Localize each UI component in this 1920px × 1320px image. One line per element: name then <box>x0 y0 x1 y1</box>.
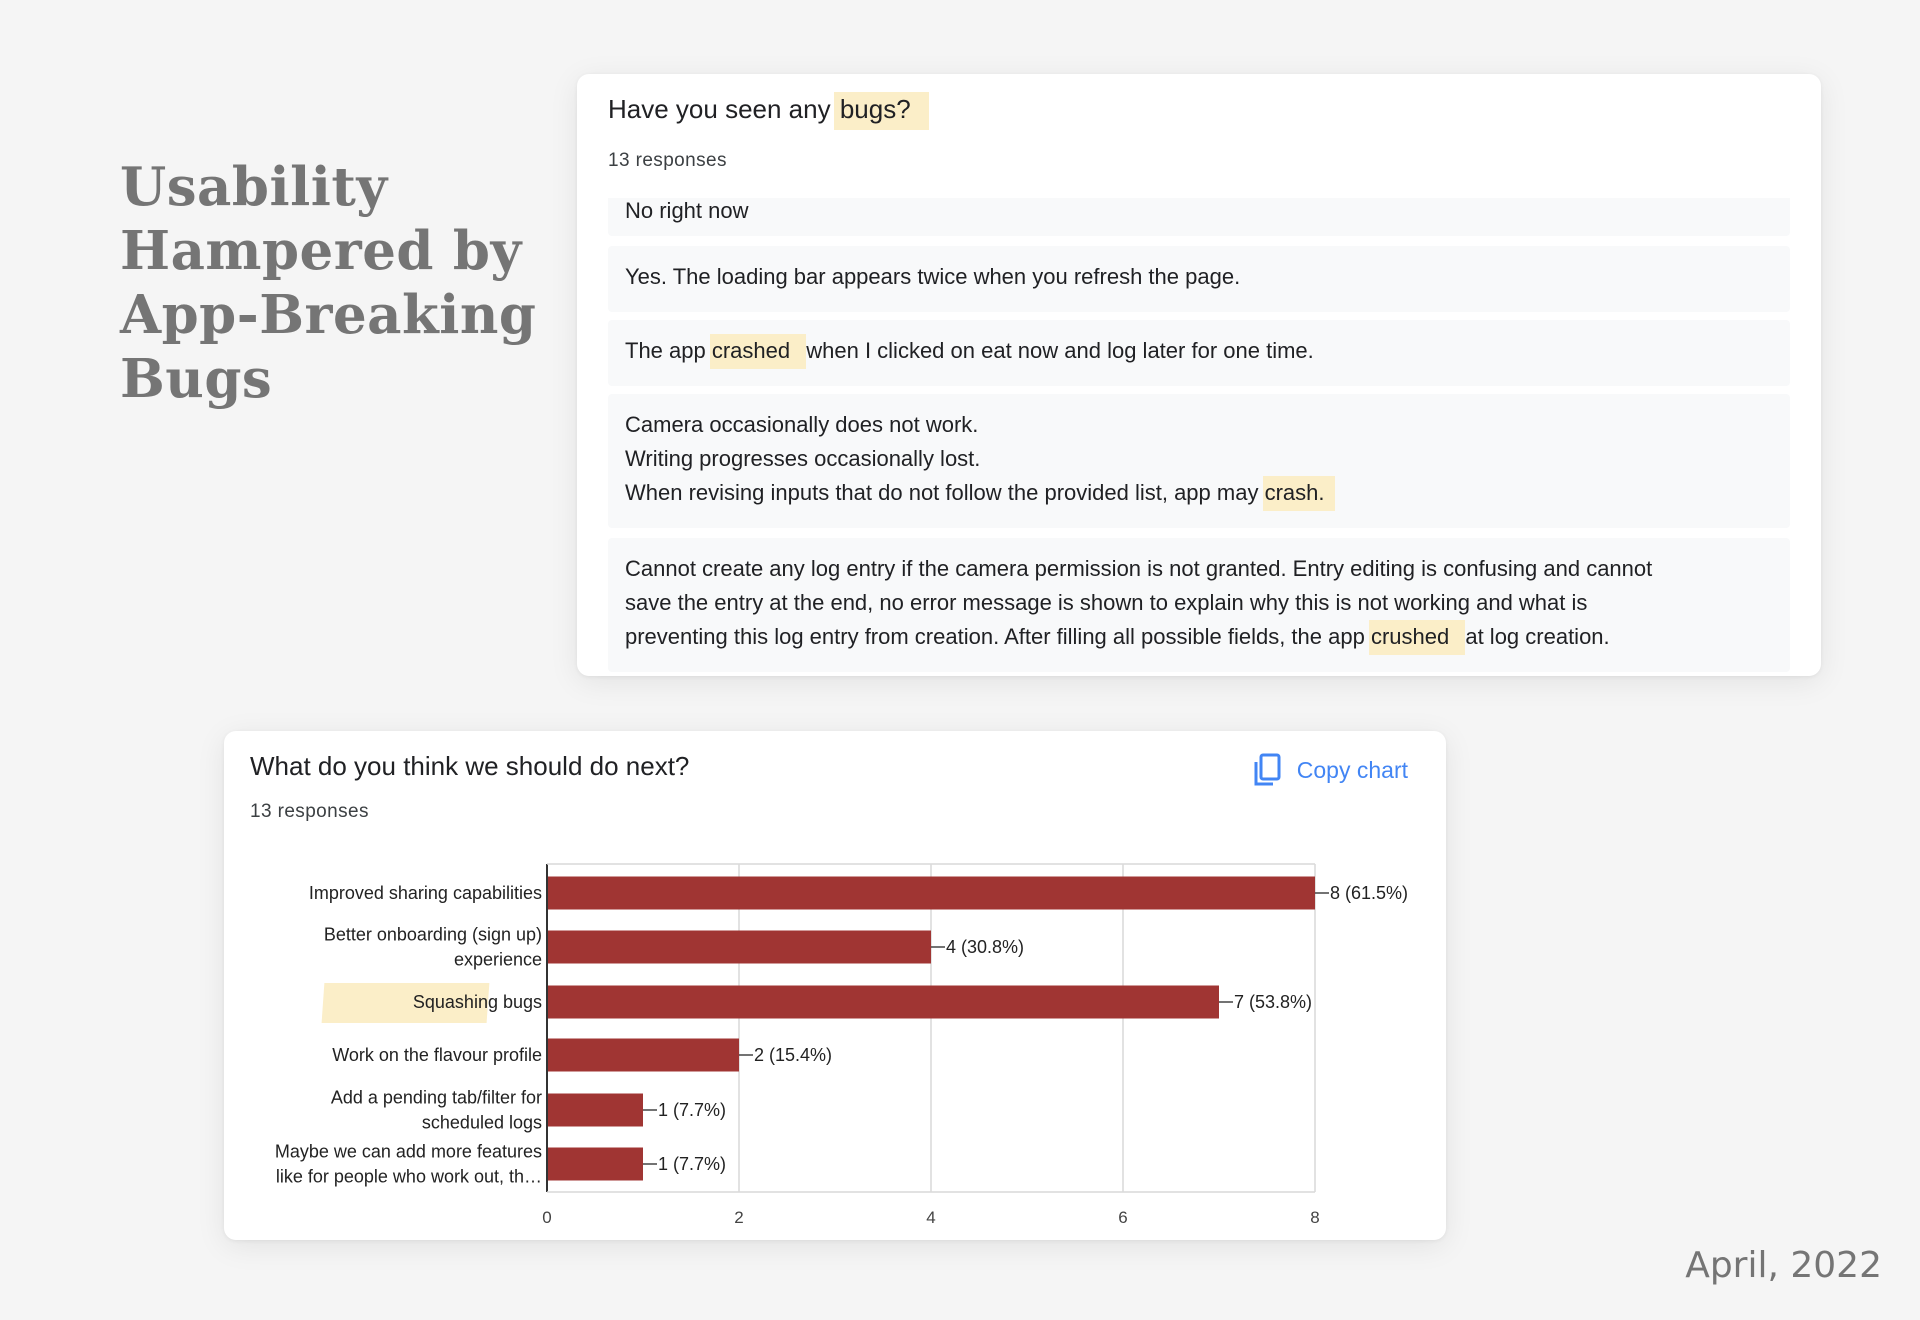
category-label: Squashing bugs <box>413 992 542 1012</box>
response-item: Camera occasionally does not work. Writin… <box>608 394 1790 528</box>
slide-title-line: App-Breaking <box>120 284 537 346</box>
slide-title-line: Usability <box>120 156 388 218</box>
highlight-marker: crushed <box>1368 620 1466 655</box>
slide-title: Usability Hampered by App-Breaking Bugs <box>120 155 540 411</box>
highlight-marker: crashed <box>709 334 807 369</box>
response-text: Yes. The loading bar appears twice when … <box>625 264 1241 289</box>
bar <box>548 1093 643 1127</box>
highlight-marker: crash. <box>1262 476 1335 511</box>
category-label: Better onboarding (sign up) <box>324 925 542 945</box>
highlight-marker: bugs? <box>833 92 929 130</box>
category-label: scheduled logs <box>422 1113 542 1133</box>
response-text: preventing this log entry from creation.… <box>625 620 1773 655</box>
copy-chart-button[interactable]: Copy chart <box>1253 745 1408 795</box>
response-text: Camera occasionally does not work. <box>625 412 979 437</box>
next-response-count: 13 responses <box>250 801 369 822</box>
data-label: 7 (53.8%) <box>1234 992 1312 1012</box>
x-tick-label: 0 <box>542 1208 551 1227</box>
response-item: Yes. The loading bar appears twice when … <box>608 246 1790 312</box>
response-text: The app crashed when I clicked on eat no… <box>625 334 1773 369</box>
category-label: Maybe we can add more features <box>275 1142 542 1162</box>
slide-date: April, 2022 <box>1685 1245 1882 1286</box>
bar-chart: 0 2 4 6 8 Improved sharing capabilities 8 (61.… <box>275 863 1408 1227</box>
slide-title-line: Bugs <box>120 348 273 410</box>
bugs-response-count: 13 responses <box>608 150 727 171</box>
next-question-card: What do you think we should do next? 13 … <box>224 731 1446 1240</box>
x-tick-label: 8 <box>1310 1208 1319 1227</box>
response-text: save the entry at the end, no error mess… <box>625 590 1588 615</box>
bugs-question-card: Have you seen any bugs? 13 responses No … <box>577 74 1821 676</box>
bugs-question-title: Have you seen any bugs? <box>608 92 929 130</box>
category-label: experience <box>454 950 542 970</box>
x-tick-label: 2 <box>734 1208 743 1227</box>
x-tick-label: 6 <box>1118 1208 1127 1227</box>
data-label: 4 (30.8%) <box>946 937 1024 957</box>
category-label: like for people who work out, th… <box>276 1167 542 1187</box>
slide-title-line: Hampered by <box>120 220 522 282</box>
next-question-title: What do you think we should do next? <box>250 751 690 781</box>
response-text: Writing progresses occasionally lost. <box>625 446 981 471</box>
bar <box>548 876 1315 910</box>
response-item: Cannot create any log entry if the camer… <box>608 538 1790 672</box>
data-label: 1 (7.7%) <box>658 1154 726 1174</box>
data-label: 2 (15.4%) <box>754 1045 832 1065</box>
response-text: Cannot create any log entry if the camer… <box>625 556 1653 581</box>
category-label: Add a pending tab/filter for <box>331 1088 542 1108</box>
data-label: 8 (61.5%) <box>1330 883 1408 903</box>
category-label: Work on the flavour profile <box>332 1045 542 1065</box>
response-text: No right now <box>625 198 749 223</box>
response-text: When revising inputs that do not follow … <box>625 476 1773 511</box>
bar <box>548 985 1219 1019</box>
x-tick-label: 4 <box>926 1208 935 1227</box>
bar <box>548 1038 739 1072</box>
highlight-marker <box>321 983 490 1023</box>
data-label: 1 (7.7%) <box>658 1100 726 1120</box>
response-item: No right now <box>608 198 1790 236</box>
response-item: The app crashed when I clicked on eat no… <box>608 320 1790 386</box>
bar <box>548 930 931 964</box>
category-label: Improved sharing capabilities <box>309 883 542 903</box>
response-list[interactable]: No right now Yes. The loading bar appear… <box>608 198 1790 676</box>
bar <box>548 1147 643 1181</box>
copy-chart-label: Copy chart <box>1296 756 1408 783</box>
copy-icon <box>1254 753 1281 786</box>
